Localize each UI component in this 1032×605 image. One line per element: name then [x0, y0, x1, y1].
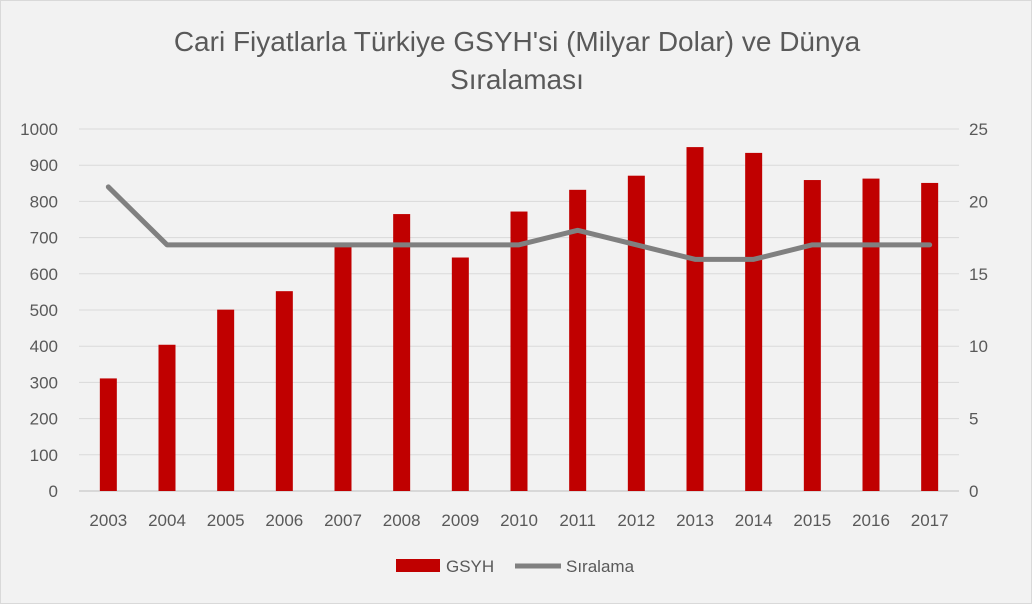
x-tick-label: 2012 [617, 511, 655, 530]
bar [275, 291, 293, 491]
legend-label-siralama: Sıralama [566, 557, 635, 576]
x-tick-label: 2007 [324, 511, 362, 530]
siralama-line [105, 184, 933, 262]
x-tick-label: 2017 [911, 511, 949, 530]
legend: GSYH Sıralama [396, 557, 635, 576]
y-right-tick-label: 15 [969, 265, 988, 284]
bar [510, 211, 528, 491]
y-right-tick-label: 25 [969, 120, 988, 139]
y-left-tick-label: 300 [30, 373, 58, 392]
x-tick-label: 2011 [559, 511, 596, 530]
bar [334, 244, 352, 491]
bar [686, 147, 704, 491]
legend-label-gsyh: GSYH [446, 557, 494, 576]
y-right-tick-label: 5 [969, 410, 978, 429]
bar [921, 182, 939, 492]
x-tick-label: 2004 [148, 511, 186, 530]
y-left-tick-label: 1000 [20, 120, 58, 139]
bar [158, 344, 176, 491]
y-right-tick-label: 20 [969, 192, 988, 211]
chart-title-line-2: Sıralaması [450, 64, 584, 95]
bar [99, 378, 117, 491]
y-left-tick-label: 900 [30, 156, 58, 175]
y-left-tick-label: 500 [30, 301, 58, 320]
series-line [105, 184, 933, 262]
bar [451, 257, 469, 491]
y-axis-right: 0 5 10 15 20 25 [969, 120, 988, 501]
bar [745, 152, 763, 491]
x-tick-label: 2009 [441, 511, 479, 530]
x-tick-label: 2013 [676, 511, 714, 530]
bar [393, 214, 411, 491]
chart-title-line-1: Cari Fiyatlarla Türkiye GSYH'si (Milyar … [174, 26, 861, 57]
y-left-tick-label: 200 [30, 410, 58, 429]
gsyh-bars [99, 147, 939, 492]
chart-title: Cari Fiyatlarla Türkiye GSYH'si (Milyar … [174, 26, 861, 95]
y-axis-left: 0 100 200 300 400 500 600 700 800 900 1000 [20, 120, 58, 501]
x-tick-label: 2003 [89, 511, 127, 530]
x-tick-label: 2008 [383, 511, 421, 530]
bar [862, 178, 880, 491]
x-tick-label: 2006 [265, 511, 303, 530]
y-right-tick-label: 10 [969, 337, 988, 356]
y-left-tick-label: 400 [30, 337, 58, 356]
bar [569, 189, 587, 492]
x-tick-label: 2016 [852, 511, 890, 530]
x-tick-label: 2014 [735, 511, 773, 530]
y-right-tick-label: 0 [969, 482, 978, 501]
bar [627, 175, 645, 491]
x-tick-label: 2010 [500, 511, 538, 530]
y-left-tick-label: 700 [30, 229, 58, 248]
y-left-tick-label: 100 [30, 446, 58, 465]
x-tick-label: 2015 [793, 511, 831, 530]
x-tick-label: 2005 [207, 511, 245, 530]
y-left-tick-label: 600 [30, 265, 58, 284]
bar [803, 180, 821, 492]
bar [217, 309, 235, 491]
y-left-tick-label: 0 [49, 482, 58, 501]
x-axis: 2003 2004 2005 2006 2007 2008 2009 2010 2011 2012… [89, 511, 948, 530]
y-left-tick-label: 800 [30, 192, 58, 211]
legend-swatch-gsyh [396, 559, 440, 572]
